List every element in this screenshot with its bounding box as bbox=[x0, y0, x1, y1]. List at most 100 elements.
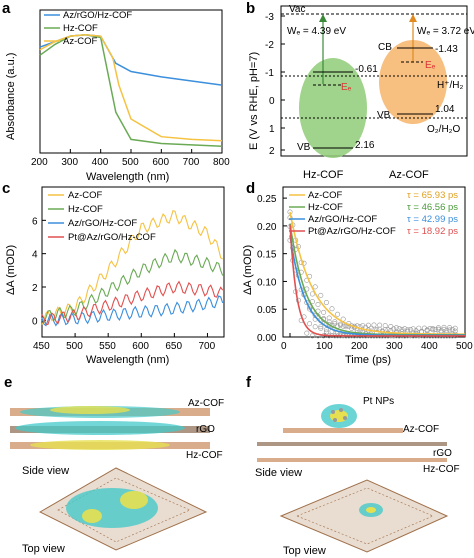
f-rgo-label: rGO bbox=[433, 448, 452, 459]
d-data-point bbox=[318, 324, 324, 330]
a-xtick-label: 700 bbox=[183, 157, 200, 168]
a-xtick-label: 300 bbox=[61, 157, 78, 168]
a-xtick-label: 800 bbox=[213, 157, 230, 168]
diagram-b: E (V vs RHE, pH=7) -3 -2 -1 0 1 2 Vac H⁺… bbox=[248, 4, 474, 181]
f-side-caption: Side view bbox=[255, 467, 302, 479]
d-fit-line bbox=[289, 235, 466, 337]
structure-f: Pt NPs Az-COF rGO Hz-COF Side view Top v… bbox=[255, 396, 460, 557]
d-data-point bbox=[323, 329, 329, 335]
d-data-point bbox=[405, 327, 411, 333]
a-series-line bbox=[39, 34, 223, 147]
hz-vb-value: 2.16 bbox=[355, 140, 375, 151]
c-series-line bbox=[41, 280, 224, 326]
side-view-e bbox=[10, 406, 210, 450]
d-data-point bbox=[402, 326, 408, 332]
c-xtick-label: 500 bbox=[66, 341, 83, 352]
hz-cof-band bbox=[299, 58, 367, 158]
d-data-point bbox=[407, 327, 413, 333]
panel-d-label: d bbox=[246, 180, 256, 197]
d-data-point bbox=[312, 324, 318, 330]
svg-text:Az/rGO/Hz-COF: Az/rGO/Hz-COF bbox=[68, 218, 137, 229]
d-data-point bbox=[337, 322, 343, 328]
chart-d: ΔA (mOD) Time (ps) 0 100 200 300 400 500 0.00 0… bbox=[242, 186, 473, 366]
top-view-f bbox=[279, 479, 449, 553]
top-view-e bbox=[38, 467, 208, 551]
d-data-point bbox=[304, 330, 310, 336]
svg-text:0: 0 bbox=[269, 96, 275, 107]
svg-text:Pt@Az/rGO/Hz-COF: Pt@Az/rGO/Hz-COF bbox=[308, 226, 396, 237]
az-vb-label: VB bbox=[377, 110, 391, 121]
axis-c-ylabel: ΔA (mOD) bbox=[5, 245, 17, 295]
e-top-caption: Top view bbox=[22, 543, 65, 555]
d-data-point bbox=[430, 327, 436, 333]
svg-text:-3: -3 bbox=[265, 12, 274, 23]
d-data-point bbox=[449, 326, 455, 332]
c-series-line bbox=[41, 248, 224, 324]
f-top-caption: Top view bbox=[283, 545, 326, 557]
panel-c-label: c bbox=[2, 180, 11, 197]
hz-ef-label: Eₑ bbox=[341, 82, 352, 93]
h-pair-label: H⁺/H₂ bbox=[437, 80, 464, 91]
axis-c-xlabel: Wavelength (nm) bbox=[86, 354, 169, 366]
hz-cof-name: Hz-COF bbox=[303, 169, 344, 181]
svg-text:2: 2 bbox=[269, 146, 275, 157]
d-data-point bbox=[309, 333, 315, 339]
side-view-f bbox=[257, 404, 447, 462]
hz-wf-label: Wₑ = 4.39 eV bbox=[287, 26, 346, 37]
d-xtick-label: 500 bbox=[456, 341, 473, 352]
d-data-point bbox=[343, 324, 349, 330]
az-ef-label: Eₑ bbox=[425, 60, 436, 71]
svg-text:1: 1 bbox=[269, 124, 275, 135]
d-data-point bbox=[332, 321, 338, 327]
legend-a-az: Az-COF bbox=[63, 36, 98, 47]
a-xtick-label: 500 bbox=[122, 157, 139, 168]
structure-e: Az-COF rGO Hz-COF Side view Top view bbox=[10, 398, 224, 555]
d-data-point bbox=[435, 325, 441, 331]
c-xtick-label: 550 bbox=[99, 341, 116, 352]
e-side-caption: Side view bbox=[22, 465, 69, 477]
az-cof-band bbox=[379, 40, 447, 124]
f-az-label: Az-COF bbox=[403, 424, 439, 435]
d-data-point bbox=[335, 311, 341, 317]
a-xtick-label: 200 bbox=[31, 157, 48, 168]
d-data-point bbox=[396, 326, 402, 332]
e-az-label: Az-COF bbox=[188, 398, 224, 409]
d-data-point bbox=[441, 326, 447, 332]
c-series-line bbox=[41, 295, 224, 327]
d-xtick-label: 200 bbox=[351, 341, 368, 352]
d-data-point bbox=[323, 327, 329, 333]
d-data-point bbox=[326, 322, 332, 328]
d-ytick-label: 0.00 bbox=[257, 333, 277, 344]
c-ytick-label: 4 bbox=[32, 250, 38, 261]
legend-c: Az-COF Hz-COF Az/rGO/Hz-COF Pt@Az/rGO/Hz… bbox=[48, 190, 156, 243]
legend-a-azrgo: Az/rGO/Hz-COF bbox=[63, 10, 132, 21]
o-pair-label: O₂/H₂O bbox=[427, 124, 461, 135]
az-vb-value: 1.04 bbox=[435, 104, 455, 115]
d-data-point bbox=[315, 301, 321, 307]
d-fit-line bbox=[289, 224, 465, 337]
svg-text:Az-COF: Az-COF bbox=[68, 190, 103, 201]
d-ytick-label: 0.15 bbox=[257, 250, 277, 261]
d-data-point bbox=[452, 325, 458, 331]
d-data-point bbox=[391, 326, 397, 332]
e-rgo-label: rGO bbox=[196, 424, 215, 435]
d-data-point bbox=[326, 315, 332, 321]
axis-d-ylabel: ΔA (mOD) bbox=[242, 245, 254, 295]
d-data-point bbox=[435, 326, 441, 332]
hz-cb-value: -0.61 bbox=[355, 64, 378, 75]
d-ytick-label: 0.20 bbox=[257, 222, 277, 233]
svg-text:τ = 42.99 ps: τ = 42.99 ps bbox=[407, 214, 458, 225]
d-data-point bbox=[318, 292, 324, 298]
panel-f-label: f bbox=[246, 374, 251, 391]
d-data-point bbox=[304, 300, 310, 306]
az-cof-name: Az-COF bbox=[389, 169, 429, 181]
svg-text:-2: -2 bbox=[265, 40, 274, 51]
c-xtick-label: 450 bbox=[33, 341, 50, 352]
d-data-point bbox=[318, 325, 324, 331]
a-xtick-label: 600 bbox=[152, 157, 169, 168]
d-ytick-label: 0.25 bbox=[257, 194, 277, 205]
c-series-line bbox=[41, 209, 223, 325]
d-xtick-label: 100 bbox=[316, 341, 333, 352]
az-cb-label: CB bbox=[378, 42, 392, 53]
svg-text:τ = 18.92 ps: τ = 18.92 ps bbox=[407, 226, 458, 237]
